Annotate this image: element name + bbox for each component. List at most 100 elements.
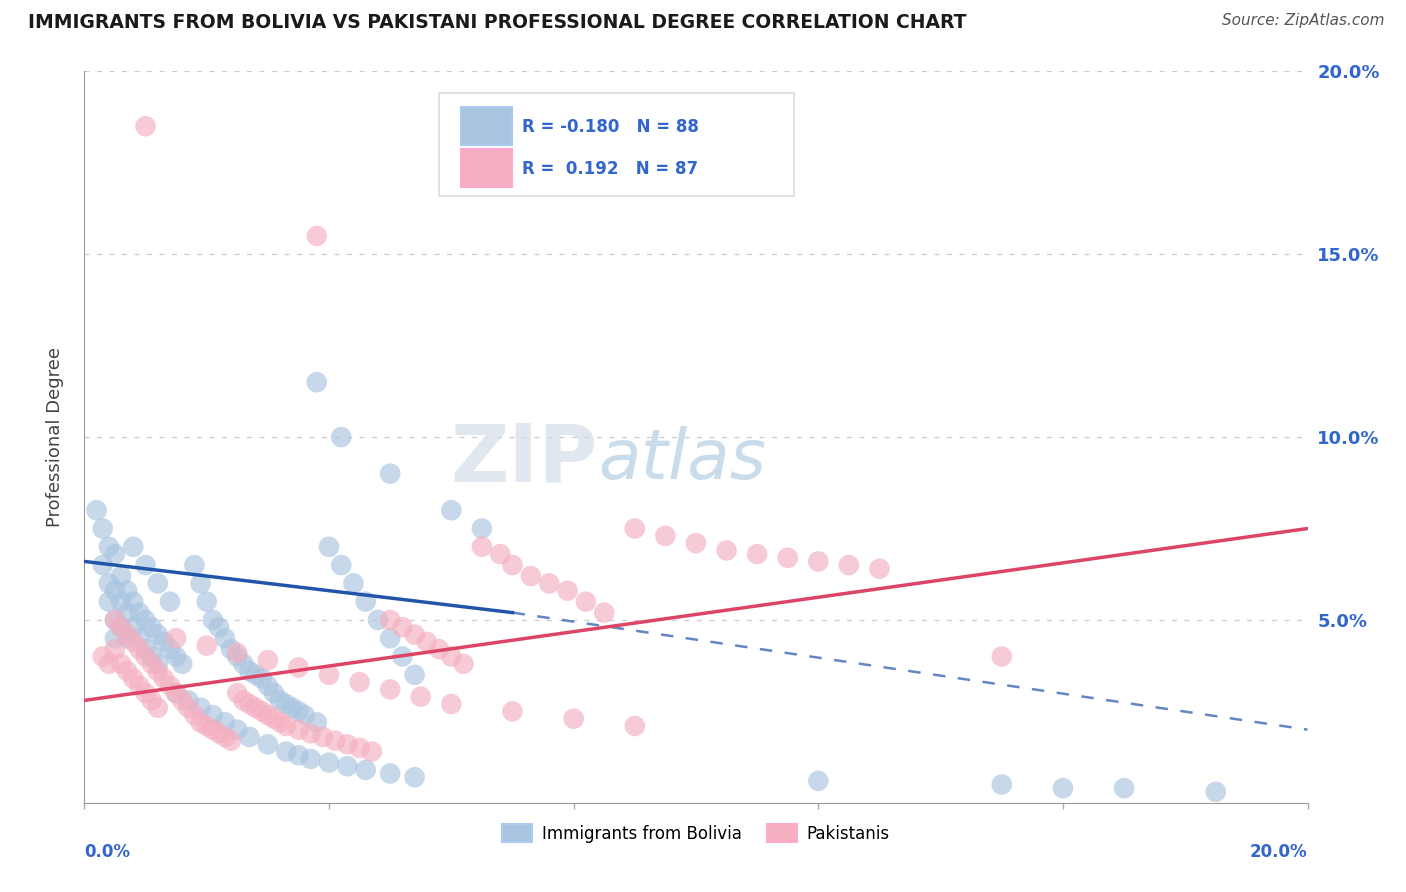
Point — [263, 712, 285, 726]
Text: R =  0.192   N = 87: R = 0.192 N = 87 — [522, 160, 699, 178]
Point — [141, 657, 163, 671]
Point — [104, 613, 127, 627]
Point — [245, 700, 267, 714]
Point — [380, 682, 402, 697]
Point — [257, 708, 280, 723]
Point — [269, 693, 291, 707]
Point — [135, 613, 157, 627]
Point — [318, 540, 340, 554]
Point — [287, 748, 309, 763]
Point — [128, 632, 150, 646]
Point — [110, 594, 132, 608]
Y-axis label: Professional Degree: Professional Degree — [45, 347, 63, 527]
Point — [86, 503, 108, 517]
Point — [1052, 781, 1074, 796]
Point — [318, 667, 340, 681]
Point — [336, 737, 359, 751]
Point — [91, 558, 114, 573]
Point — [349, 740, 371, 755]
Point — [807, 554, 830, 568]
Point — [195, 639, 218, 653]
Point — [122, 620, 145, 634]
Point — [97, 657, 120, 671]
Point — [685, 536, 707, 550]
Point — [104, 642, 127, 657]
Point — [747, 547, 769, 561]
Point — [110, 620, 132, 634]
Point — [250, 672, 273, 686]
Point — [991, 778, 1014, 792]
Point — [153, 635, 176, 649]
Point — [440, 649, 463, 664]
Point — [122, 540, 145, 554]
Point — [219, 733, 242, 747]
Point — [122, 635, 145, 649]
Text: IMMIGRANTS FROM BOLIVIA VS PAKISTANI PROFESSIONAL DEGREE CORRELATION CHART: IMMIGRANTS FROM BOLIVIA VS PAKISTANI PRO… — [28, 13, 966, 32]
Point — [305, 715, 328, 730]
Point — [287, 660, 309, 674]
Point — [104, 632, 127, 646]
Point — [380, 613, 402, 627]
Point — [299, 726, 322, 740]
Point — [305, 229, 328, 244]
Point — [226, 686, 249, 700]
Point — [115, 627, 138, 641]
Point — [287, 723, 309, 737]
Point — [520, 569, 543, 583]
Point — [190, 715, 212, 730]
Point — [97, 540, 120, 554]
Point — [146, 657, 169, 671]
Point — [807, 773, 830, 788]
Point — [471, 521, 494, 535]
Point — [336, 759, 359, 773]
Point — [214, 715, 236, 730]
FancyBboxPatch shape — [461, 107, 513, 145]
Point — [502, 705, 524, 719]
Point — [1114, 781, 1136, 796]
Point — [214, 632, 236, 646]
Point — [416, 635, 439, 649]
Point — [991, 649, 1014, 664]
Point — [318, 756, 340, 770]
Point — [502, 558, 524, 573]
Point — [226, 646, 249, 660]
Point — [276, 745, 298, 759]
Point — [135, 558, 157, 573]
Point — [232, 657, 254, 671]
Point — [97, 594, 120, 608]
Point — [226, 649, 249, 664]
FancyBboxPatch shape — [439, 94, 794, 195]
Point — [195, 719, 218, 733]
Text: 0.0%: 0.0% — [84, 843, 131, 861]
Point — [195, 594, 218, 608]
Point — [238, 730, 260, 744]
Point — [177, 700, 200, 714]
Point — [110, 620, 132, 634]
Point — [471, 540, 494, 554]
Point — [440, 697, 463, 711]
Point — [172, 693, 194, 707]
Point — [869, 562, 891, 576]
Point — [257, 737, 280, 751]
Point — [562, 712, 585, 726]
Point — [97, 576, 120, 591]
Point — [391, 649, 413, 664]
Point — [146, 700, 169, 714]
Point — [263, 686, 285, 700]
Point — [165, 686, 187, 700]
Text: atlas: atlas — [598, 425, 766, 492]
Point — [122, 672, 145, 686]
Point — [177, 693, 200, 707]
Point — [330, 430, 353, 444]
Point — [110, 657, 132, 671]
Point — [342, 576, 364, 591]
Text: 20.0%: 20.0% — [1250, 843, 1308, 861]
Point — [135, 649, 157, 664]
Point — [654, 529, 676, 543]
Point — [404, 627, 426, 641]
Point — [276, 697, 298, 711]
Point — [489, 547, 512, 561]
Point — [141, 693, 163, 707]
Point — [575, 594, 598, 608]
Point — [294, 708, 316, 723]
